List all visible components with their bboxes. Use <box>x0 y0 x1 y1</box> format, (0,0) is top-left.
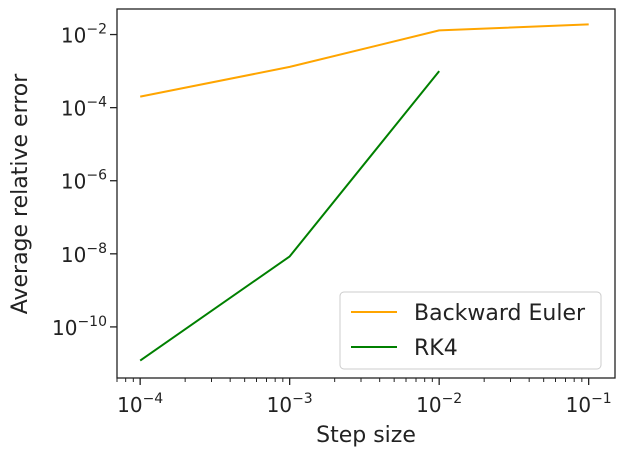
major-ticks <box>110 33 590 385</box>
series-line-backward-euler <box>140 23 589 98</box>
series-lines <box>139 23 589 362</box>
x-tick-label: 10−3 <box>267 391 313 417</box>
plot-frame <box>116 8 616 379</box>
legend-label-rk4: RK4 <box>414 336 458 361</box>
legend-box <box>339 291 602 370</box>
y-tick-label: 10−8 <box>61 241 107 267</box>
x-tick-label: 10−2 <box>416 391 462 417</box>
series-line-rk4 <box>139 70 440 362</box>
x-tick-label: 10−4 <box>117 391 163 417</box>
y-tick-label: 10−2 <box>61 22 107 48</box>
x-tick-label: 10−1 <box>566 391 612 417</box>
legend-label-backward-euler: Backward Euler <box>414 301 586 326</box>
tick-labels: 10−4 10−3 10−2 10−1 10−10 10−8 10−6 10−4 10−2 <box>52 22 612 417</box>
y-tick-label: 10−6 <box>61 168 107 194</box>
x-minor-ticks <box>116 378 583 382</box>
y-tick-label: 10−10 <box>52 314 107 340</box>
x-axis-label: Step size <box>316 423 416 448</box>
legend: Backward Euler RK4 <box>339 291 602 370</box>
y-axis-label: Average relative error <box>8 73 33 315</box>
y-tick-label: 10−4 <box>61 95 107 121</box>
